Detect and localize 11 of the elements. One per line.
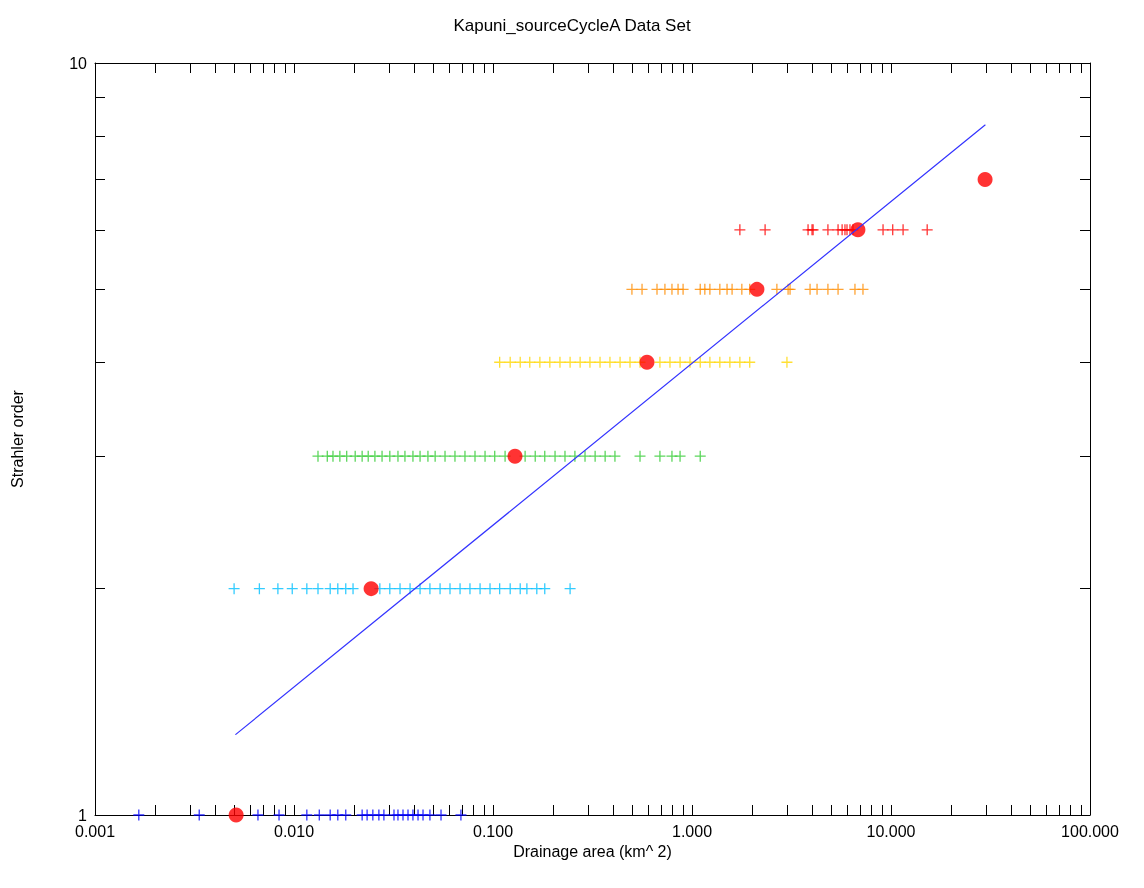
x-tick-label: 0.001 (74, 822, 116, 840)
chart-title: Kapuni_sourceCycleA Data Set (453, 16, 691, 35)
x-tick-label: 0.010 (273, 822, 315, 840)
y-tick-label: 10 (69, 54, 88, 72)
y-tick-label: 1 (78, 806, 88, 824)
y-axis-title: Strahler order (8, 389, 26, 488)
x-tick-label: 1.000 (671, 822, 713, 840)
x-tick-label: 0.100 (472, 822, 514, 840)
x-tick-label: 10.000 (866, 822, 916, 840)
x-tick-label: 100.000 (1061, 822, 1120, 840)
x-axis-title: Drainage area (km^ 2) (513, 843, 672, 861)
